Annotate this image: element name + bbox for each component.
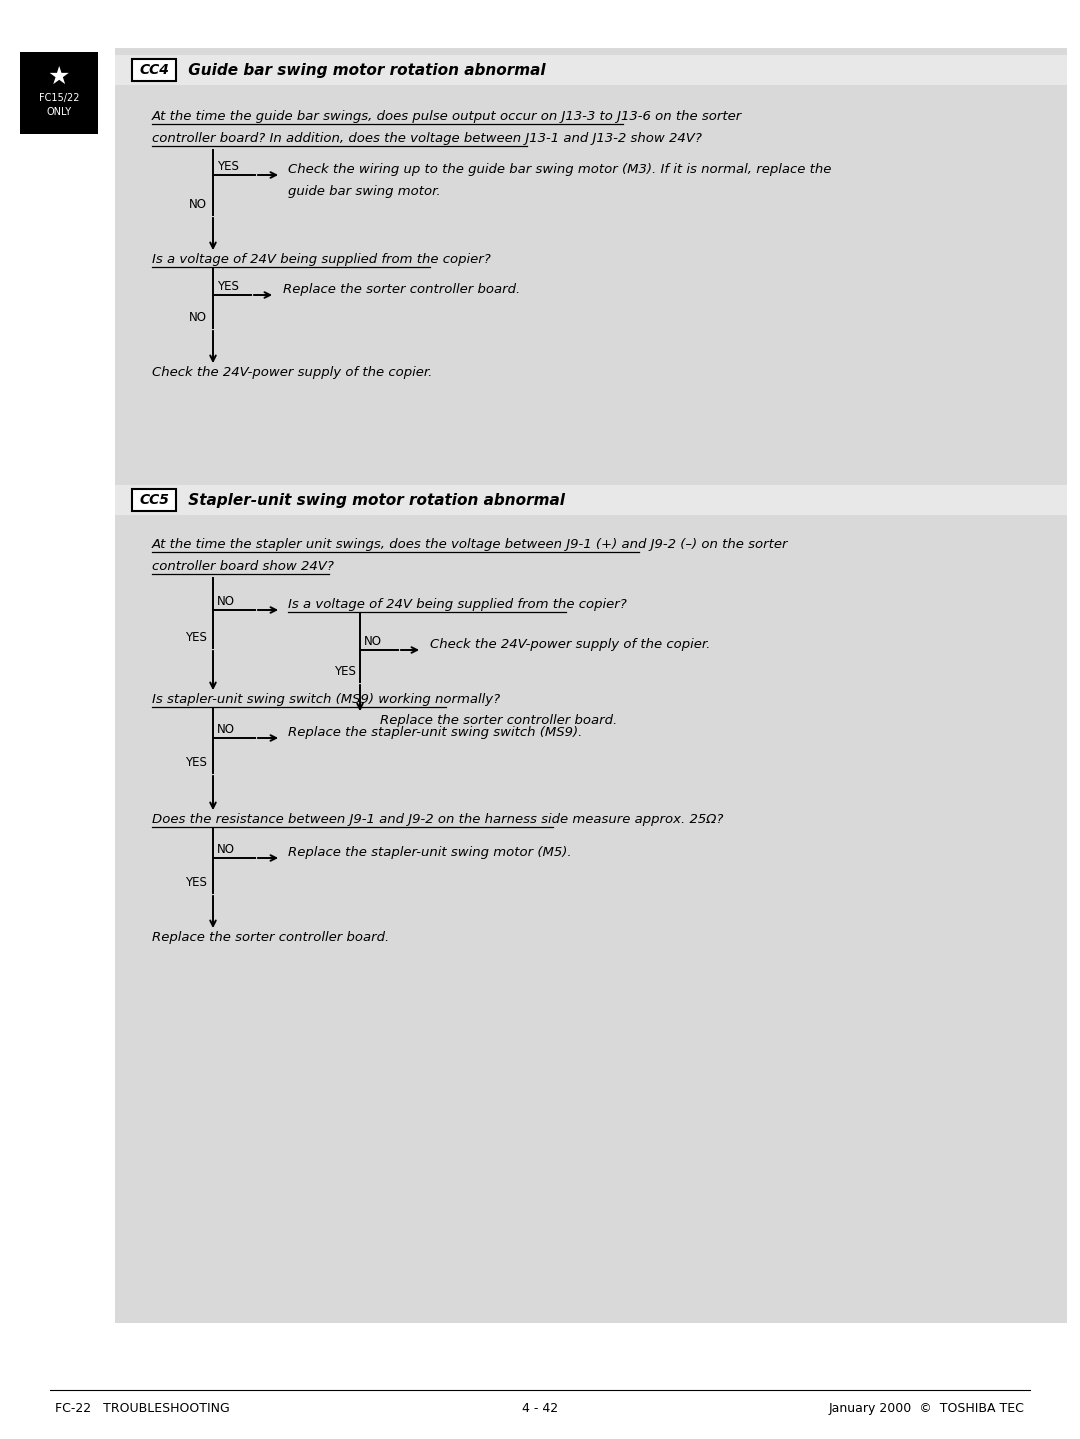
Text: Is a voltage of 24V being supplied from the copier?: Is a voltage of 24V being supplied from …	[288, 599, 626, 612]
Text: At the time the stapler unit swings, does the voltage between J9-1 (+) and J9-2 : At the time the stapler unit swings, doe…	[152, 538, 788, 551]
Text: Replace the sorter controller board.: Replace the sorter controller board.	[283, 283, 521, 296]
Text: ★: ★	[48, 65, 70, 89]
Text: YES: YES	[185, 755, 207, 768]
Text: NO: NO	[189, 311, 207, 324]
Text: Check the 24V-power supply of the copier.: Check the 24V-power supply of the copier…	[152, 366, 432, 378]
Text: Guide bar swing motor rotation abnormal: Guide bar swing motor rotation abnormal	[183, 62, 545, 78]
Text: NO: NO	[217, 843, 235, 856]
Text: NO: NO	[189, 199, 207, 212]
Text: CC5: CC5	[139, 494, 168, 507]
Bar	[114, 47, 1067, 1322]
Text: CC4: CC4	[139, 63, 168, 78]
Text: YES: YES	[334, 665, 356, 678]
Text: NO: NO	[217, 722, 235, 735]
Bar	[132, 489, 176, 511]
Bar	[21, 52, 98, 134]
Text: Check the 24V-power supply of the copier.: Check the 24V-power supply of the copier…	[430, 637, 711, 650]
Text: Does the resistance between J9-1 and J9-2 on the harness side measure approx. 25: Does the resistance between J9-1 and J9-…	[152, 813, 724, 826]
Text: Is stapler-unit swing switch (MS9) working normally?: Is stapler-unit swing switch (MS9) worki…	[152, 694, 500, 707]
Text: Replace the stapler-unit swing motor (M5).: Replace the stapler-unit swing motor (M5…	[288, 846, 571, 859]
Bar	[132, 59, 176, 81]
Text: Is a voltage of 24V being supplied from the copier?: Is a voltage of 24V being supplied from …	[152, 253, 490, 266]
Text: Replace the sorter controller board.: Replace the sorter controller board.	[152, 931, 389, 944]
Text: NO: NO	[217, 594, 235, 609]
Text: Stapler-unit swing motor rotation abnormal: Stapler-unit swing motor rotation abnorm…	[183, 492, 565, 508]
Text: YES: YES	[185, 876, 207, 889]
Text: Replace the sorter controller board.: Replace the sorter controller board.	[380, 714, 618, 727]
Text: YES: YES	[217, 160, 239, 173]
Text: YES: YES	[217, 281, 239, 294]
Text: controller board? In addition, does the voltage between J13-1 and J13-2 show 24V: controller board? In addition, does the …	[152, 132, 702, 145]
Text: NO: NO	[364, 635, 382, 648]
Text: At the time the guide bar swings, does pulse output occur on J13-3 to J13-6 on t: At the time the guide bar swings, does p…	[152, 109, 742, 122]
Text: FC15/22: FC15/22	[39, 94, 79, 104]
Text: FC-22   TROUBLESHOOTING: FC-22 TROUBLESHOOTING	[55, 1402, 230, 1415]
Bar	[114, 485, 1067, 515]
Text: Check the wiring up to the guide bar swing motor (M3). If it is normal, replace : Check the wiring up to the guide bar swi…	[288, 163, 832, 176]
Text: YES: YES	[185, 630, 207, 645]
Text: 4 - 42: 4 - 42	[522, 1402, 558, 1415]
Text: controller board show 24V?: controller board show 24V?	[152, 560, 334, 573]
Text: guide bar swing motor.: guide bar swing motor.	[288, 186, 441, 199]
Text: Replace the stapler-unit swing switch (MS9).: Replace the stapler-unit swing switch (M…	[288, 727, 582, 740]
Text: ONLY: ONLY	[46, 106, 71, 117]
Text: January 2000  ©  TOSHIBA TEC: January 2000 © TOSHIBA TEC	[829, 1402, 1025, 1415]
Bar	[114, 55, 1067, 85]
